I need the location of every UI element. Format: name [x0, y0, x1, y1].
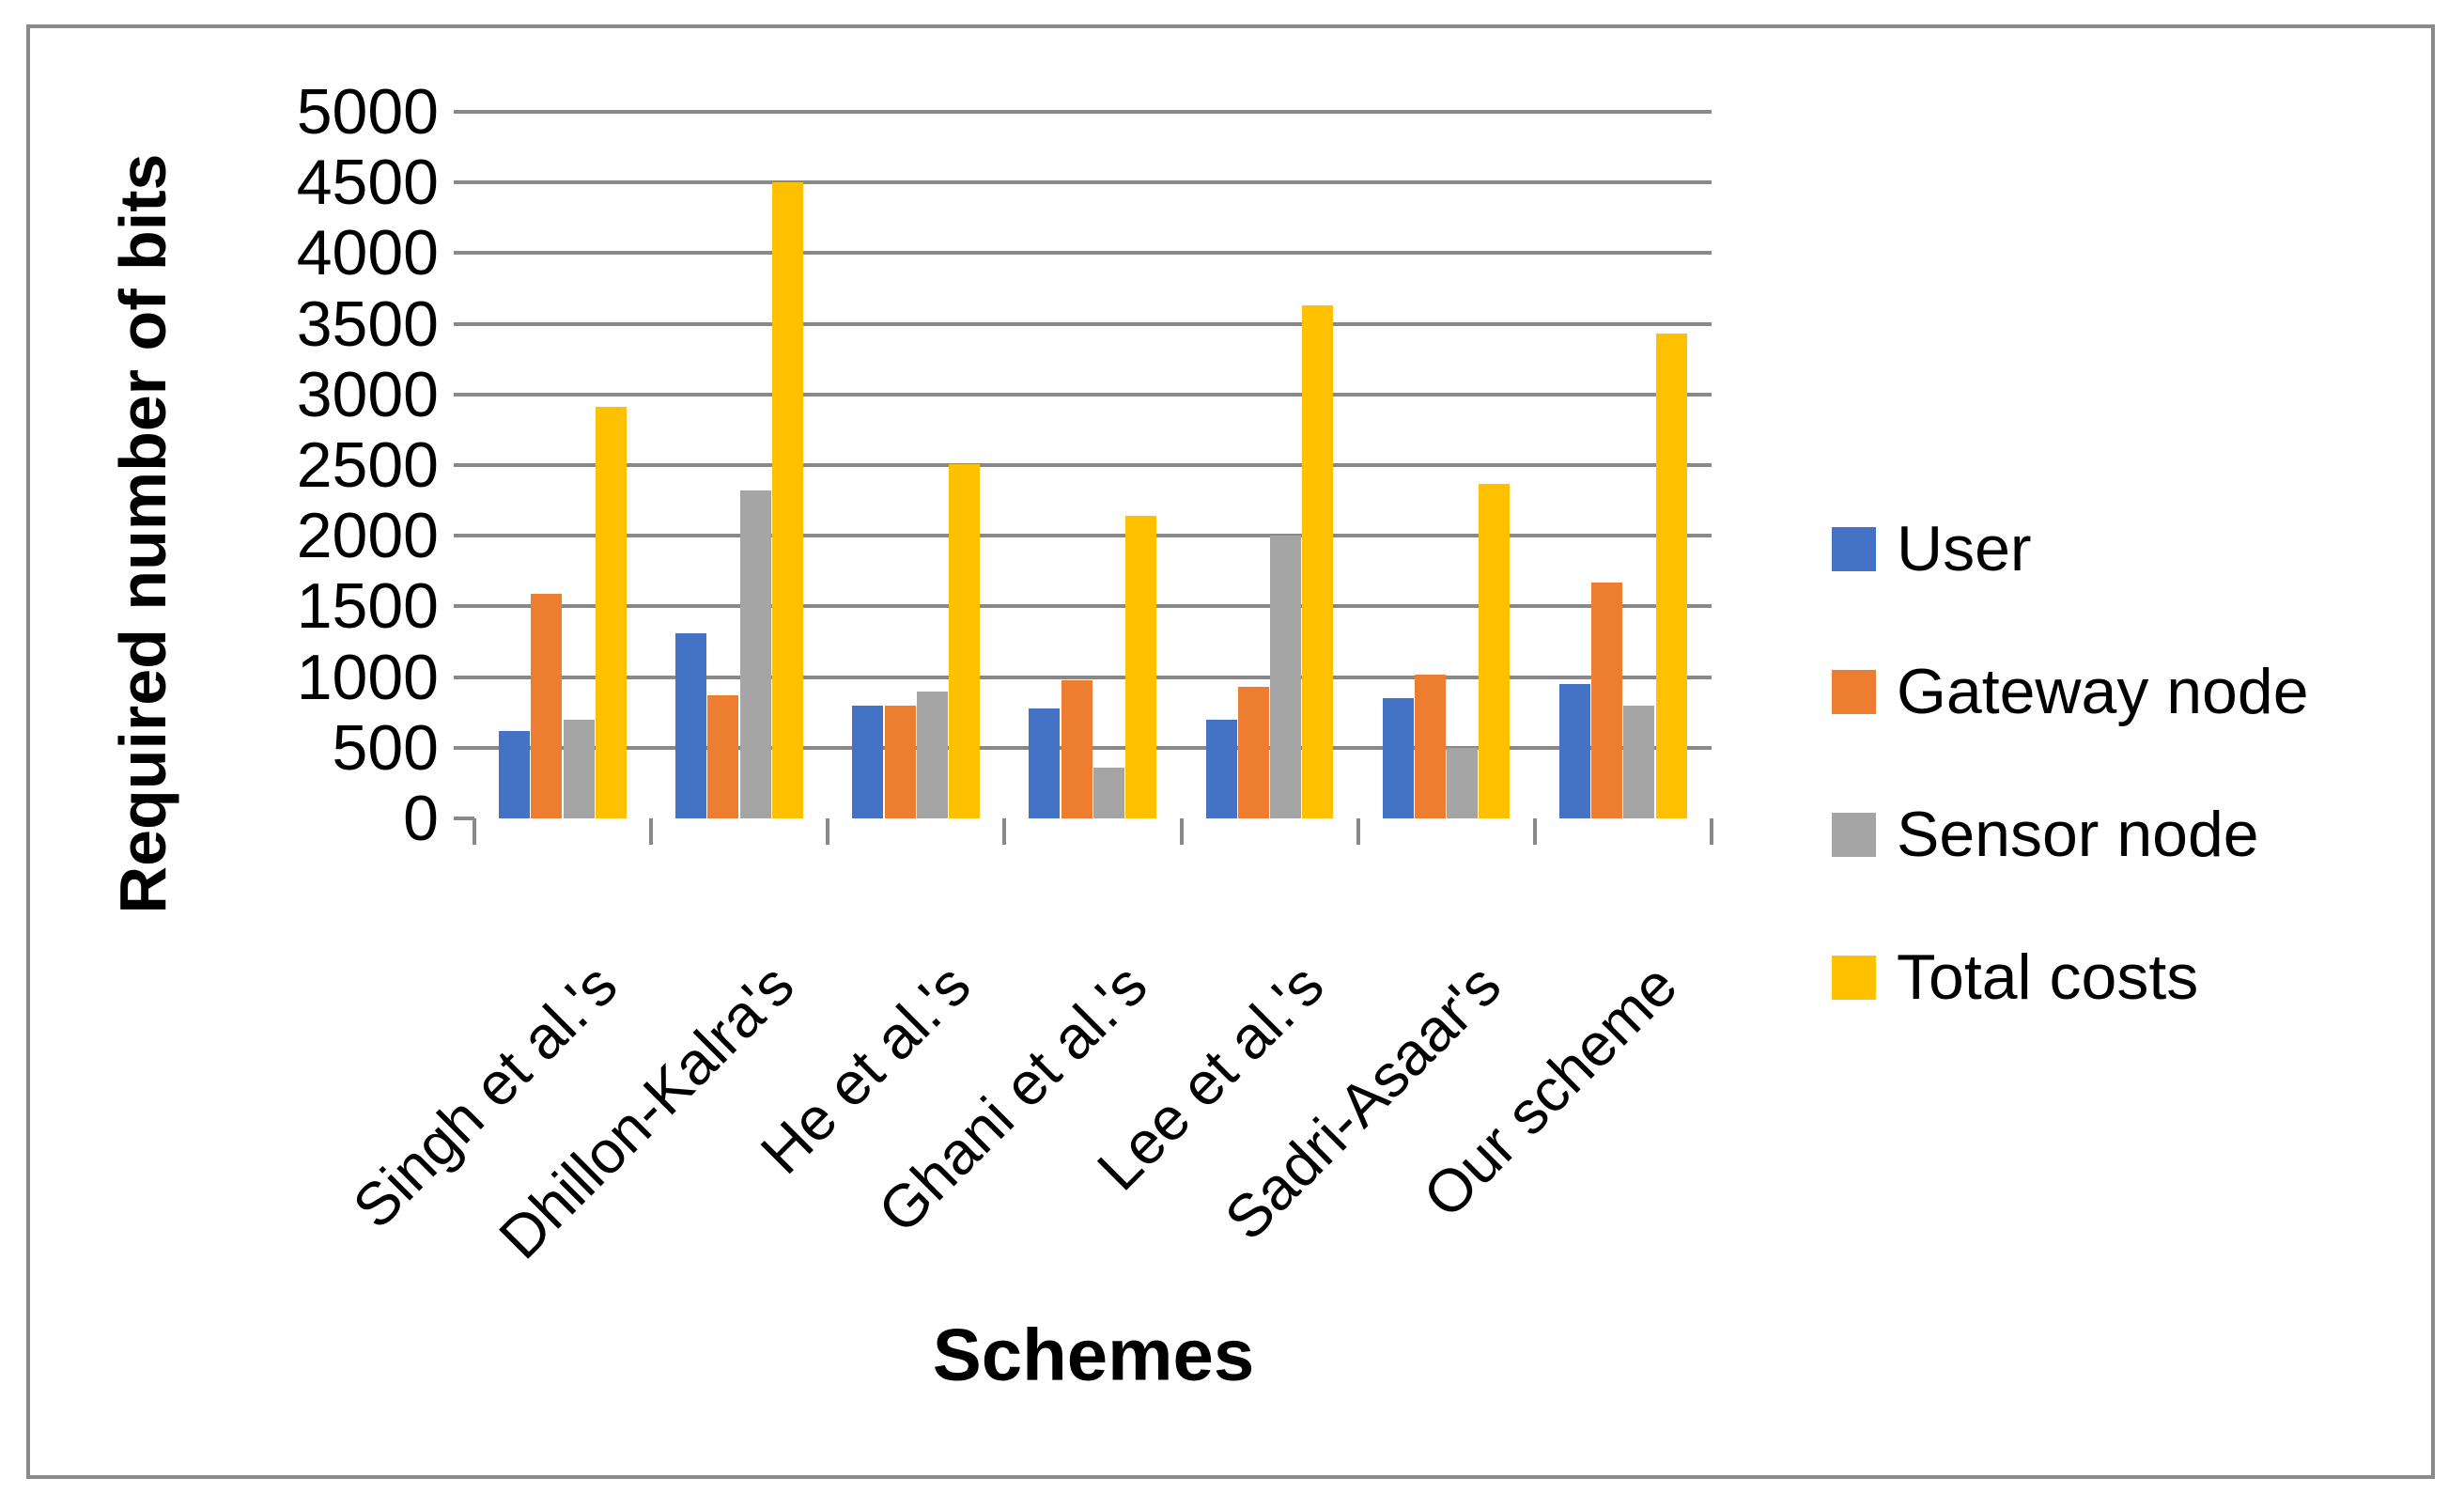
legend-label: User	[1897, 513, 2032, 584]
y-tick-label-2000: 2000	[296, 500, 439, 572]
y-axis-line	[471, 110, 474, 824]
gridline-3500	[474, 321, 1712, 326]
legend-swatch-icon	[1832, 812, 1876, 857]
y-axis-tick-2000	[454, 534, 474, 538]
y-axis-tick-5000	[454, 110, 474, 114]
bar-user-6	[1382, 698, 1414, 818]
x-axis-tick-6	[1532, 818, 1537, 845]
legend-item-sensor-node: Sensor node	[1832, 802, 2259, 866]
legend-swatch-icon	[1832, 526, 1876, 571]
y-tick-label-2500: 2500	[296, 429, 439, 501]
bar-gateway-node-5	[1237, 687, 1269, 818]
gridline-2000	[474, 534, 1712, 538]
bar-total-costs-2	[771, 182, 803, 818]
bar-sensor-node-3	[916, 691, 948, 818]
x-axis-tick-7	[1710, 818, 1713, 845]
bar-gateway-node-7	[1591, 582, 1623, 818]
gridline-4500	[474, 180, 1712, 185]
gridline-3000	[474, 392, 1712, 397]
bar-user-1	[499, 730, 530, 818]
legend-item-gateway-node: Gateway node	[1832, 660, 2309, 723]
y-axis-tick-1500	[454, 604, 474, 609]
bar-gateway-node-3	[884, 705, 916, 818]
y-tick-label-3000: 3000	[296, 358, 439, 430]
gridline-500	[474, 745, 1712, 750]
y-tick-label-1500: 1500	[296, 570, 439, 643]
y-tick-label-3500: 3500	[296, 288, 439, 360]
bar-total-costs-3	[949, 463, 981, 818]
y-axis-tick-4000	[454, 251, 474, 256]
bar-sensor-node-1	[563, 719, 595, 818]
y-axis-tick-500	[454, 745, 474, 750]
y-tick-label-5000: 5000	[296, 76, 439, 148]
gridline-1000	[474, 675, 1712, 679]
y-axis-tick-3500	[454, 321, 474, 326]
x-axis-tick-2	[826, 818, 830, 845]
y-tick-label-1000: 1000	[296, 641, 439, 713]
legend-item-total-costs: Total costs	[1832, 945, 2198, 1009]
y-tick-label-0: 0	[403, 783, 439, 854]
bar-sensor-node-2	[739, 490, 771, 818]
y-axis-tick-1000	[454, 675, 474, 679]
y-axis-tick-2500	[454, 463, 474, 467]
x-axis-title: Schemes	[932, 1313, 1255, 1396]
bar-total-costs-6	[1479, 483, 1511, 818]
bar-total-costs-7	[1655, 334, 1687, 818]
gridline-1500	[474, 604, 1712, 609]
x-axis-tick-3	[1002, 818, 1007, 845]
gridline-2500	[474, 463, 1712, 467]
bar-user-2	[675, 632, 707, 818]
y-tick-label-500: 500	[332, 711, 439, 784]
bar-gateway-node-2	[707, 695, 739, 818]
bar-sensor-node-5	[1270, 536, 1302, 818]
x-axis-tick-4	[1179, 818, 1184, 845]
bar-sensor-node-7	[1623, 705, 1655, 818]
legend-swatch-icon	[1832, 669, 1876, 714]
plot-area	[474, 110, 1712, 818]
figure-border	[26, 24, 2435, 1479]
legend-label: Total costs	[1897, 941, 2199, 1013]
bar-user-4	[1029, 708, 1061, 818]
legend-swatch-icon	[1832, 955, 1876, 1000]
gridline-5000	[474, 110, 1712, 114]
legend-label: Gateway node	[1897, 656, 2309, 727]
x-axis-tick-0	[473, 818, 476, 845]
bar-total-costs-5	[1302, 305, 1334, 818]
y-axis-tick-4500	[454, 180, 474, 185]
y-axis-tick-0	[454, 817, 474, 820]
legend-item-user: User	[1832, 517, 2032, 581]
x-axis-tick-5	[1356, 818, 1360, 845]
bar-user-5	[1205, 719, 1237, 818]
y-tick-label-4500: 4500	[296, 147, 439, 219]
y-tick-label-4000: 4000	[296, 217, 439, 289]
bar-sensor-node-6	[1447, 747, 1479, 818]
bar-total-costs-4	[1125, 516, 1157, 818]
y-axis-tick-3000	[454, 392, 474, 397]
x-axis-tick-1	[649, 818, 654, 845]
bar-user-3	[852, 705, 884, 818]
bar-gateway-node-6	[1414, 674, 1446, 818]
bar-gateway-node-1	[531, 593, 563, 818]
x-axis-line	[471, 818, 1715, 822]
legend-label: Sensor node	[1897, 799, 2259, 870]
bar-user-7	[1558, 684, 1590, 818]
bar-total-costs-1	[595, 407, 627, 818]
gridline-4000	[474, 251, 1712, 256]
bar-sensor-node-4	[1093, 767, 1124, 818]
bar-gateway-node-4	[1061, 679, 1093, 818]
